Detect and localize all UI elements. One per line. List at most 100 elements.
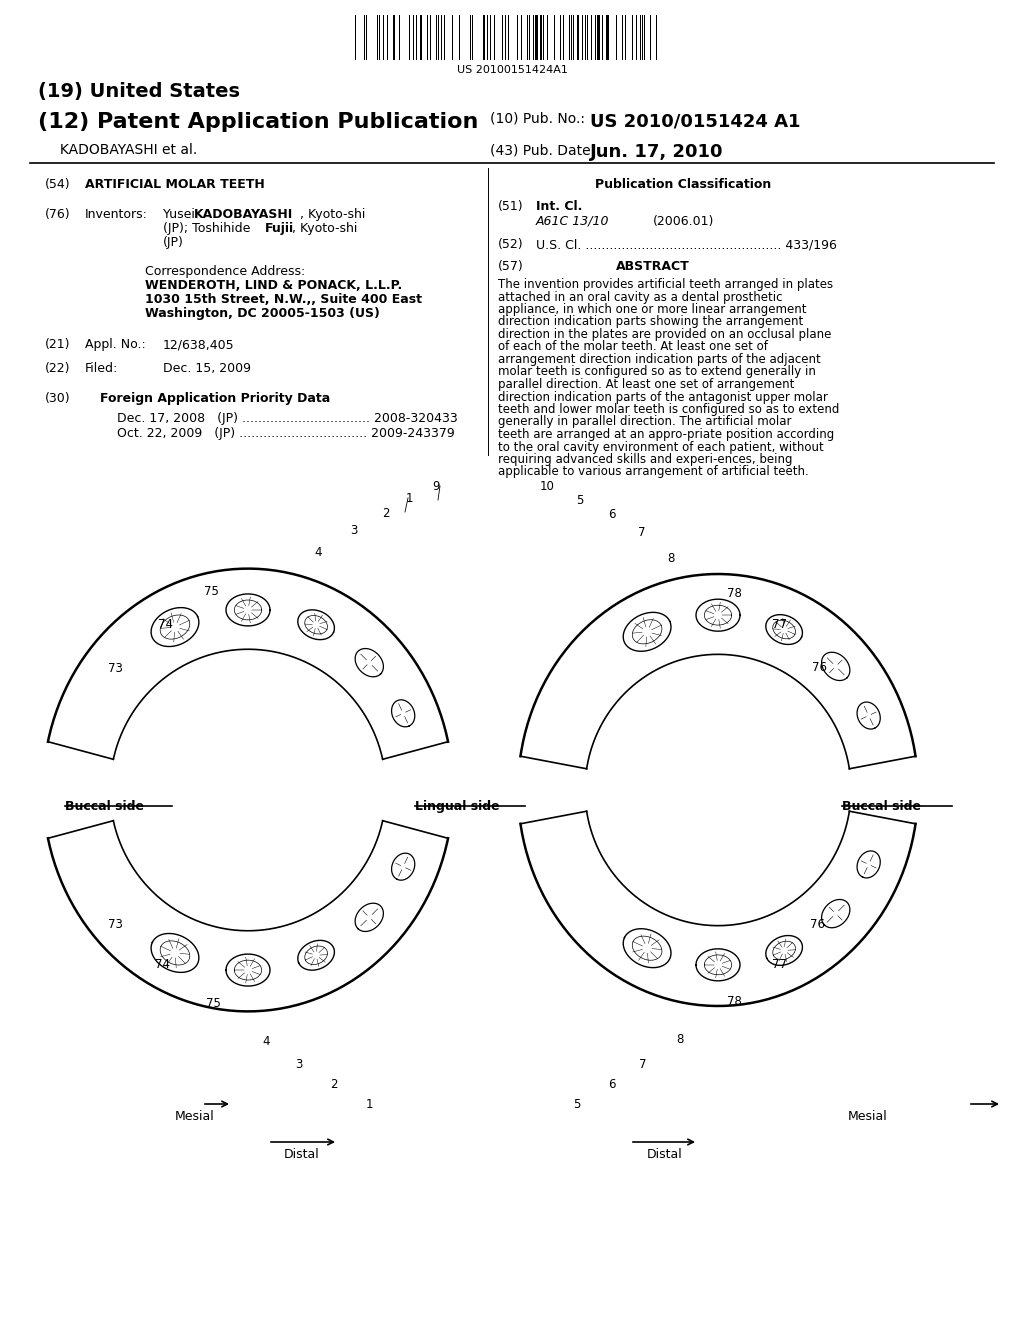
Text: US 20100151424A1: US 20100151424A1 [457,65,567,75]
Text: KADOBAYASHI et al.: KADOBAYASHI et al. [38,143,198,157]
Text: molar teeth is configured so as to extend generally in: molar teeth is configured so as to exten… [498,366,816,379]
Text: A61C 13/10: A61C 13/10 [536,215,609,228]
Text: , Kyoto-shi: , Kyoto-shi [300,209,366,220]
Bar [420,15,422,59]
Text: KADOBAYASHI: KADOBAYASHI [194,209,293,220]
Text: Mesial: Mesial [848,1110,888,1123]
Text: 2: 2 [330,1078,338,1092]
Bar [577,15,579,59]
Text: 5: 5 [573,1098,581,1111]
Text: Int. Cl.: Int. Cl. [536,201,583,213]
Text: (2006.01): (2006.01) [653,215,715,228]
Text: 1: 1 [366,1098,374,1111]
Text: teeth and lower molar teeth is configured so as to extend: teeth and lower molar teeth is configure… [498,403,840,416]
Text: Buccal side: Buccal side [65,800,144,813]
Text: (22): (22) [45,362,71,375]
Text: (54): (54) [45,178,71,191]
Bar [606,15,609,59]
Text: 75: 75 [204,585,219,598]
Text: (10) Pub. No.:: (10) Pub. No.: [490,112,585,125]
Text: direction indication parts of the antagonist upper molar: direction indication parts of the antago… [498,391,827,404]
Text: WENDEROTH, LIND & PONACK, L.L.P.: WENDEROTH, LIND & PONACK, L.L.P. [145,279,402,292]
Text: U.S. Cl. ................................................. 433/196: U.S. Cl. ...............................… [536,238,837,251]
Text: 76: 76 [812,661,827,675]
Text: teeth are arranged at an appro-priate position according: teeth are arranged at an appro-priate po… [498,428,835,441]
Text: Dec. 15, 2009: Dec. 15, 2009 [163,362,251,375]
Text: Inventors:: Inventors: [85,209,147,220]
Text: Lingual side: Lingual side [415,800,500,813]
Text: 12/638,405: 12/638,405 [163,338,234,351]
Text: 4: 4 [262,1035,269,1048]
Text: US 2010/0151424 A1: US 2010/0151424 A1 [590,112,801,129]
Text: Correspondence Address:: Correspondence Address: [145,265,305,279]
Text: (12) Patent Application Publication: (12) Patent Application Publication [38,112,478,132]
Text: 78: 78 [727,587,741,601]
Text: 6: 6 [608,1078,615,1092]
Text: 3: 3 [350,524,357,537]
Bar [393,15,395,59]
Bar [535,15,538,59]
Text: to the oral cavity environment of each patient, without: to the oral cavity environment of each p… [498,441,823,454]
Text: 75: 75 [206,997,221,1010]
Text: generally in parallel direction. The artificial molar: generally in parallel direction. The art… [498,416,792,429]
Text: 9: 9 [432,480,439,492]
Bar [483,15,485,59]
Text: (43) Pub. Date:: (43) Pub. Date: [490,143,595,157]
Text: , Kyoto-shi: , Kyoto-shi [292,222,357,235]
Bar [597,15,600,59]
Text: (21): (21) [45,338,71,351]
Text: ARTIFICIAL MOLAR TEETH: ARTIFICIAL MOLAR TEETH [85,178,265,191]
Text: 1: 1 [406,492,414,506]
Text: 5: 5 [575,494,584,507]
Text: applicable to various arrangement of artificial teeth.: applicable to various arrangement of art… [498,466,809,479]
Text: (19) United States: (19) United States [38,82,240,102]
Text: arrangement direction indication parts of the adjacent: arrangement direction indication parts o… [498,352,821,366]
Text: Buccal side: Buccal side [842,800,921,813]
Text: 8: 8 [667,552,675,565]
Text: Dec. 17, 2008   (JP) ................................ 2008-320433: Dec. 17, 2008 (JP) .....................… [117,412,458,425]
Text: 77: 77 [772,958,787,972]
Text: 77: 77 [772,618,787,631]
Text: 8: 8 [676,1034,683,1045]
Text: ABSTRACT: ABSTRACT [616,260,690,273]
Text: appliance, in which one or more linear arrangement: appliance, in which one or more linear a… [498,304,807,315]
Text: 3: 3 [295,1059,302,1071]
Text: 6: 6 [608,508,615,521]
Text: Appl. No.:: Appl. No.: [85,338,145,351]
Text: Distal: Distal [284,1148,319,1162]
Text: 7: 7 [639,1059,646,1071]
Text: 10: 10 [540,480,555,492]
Text: direction indication parts showing the arrangement: direction indication parts showing the a… [498,315,803,329]
Text: 74: 74 [158,618,173,631]
Text: Mesial: Mesial [175,1110,215,1123]
Text: of each of the molar teeth. At least one set of: of each of the molar teeth. At least one… [498,341,768,354]
Text: (51): (51) [498,201,523,213]
Text: attached in an oral cavity as a dental prosthetic: attached in an oral cavity as a dental p… [498,290,782,304]
Text: direction in the plates are provided on an occlusal plane: direction in the plates are provided on … [498,327,831,341]
Text: 78: 78 [727,995,741,1008]
Text: (30): (30) [45,392,71,405]
Text: 73: 73 [108,663,123,675]
Text: 73: 73 [108,917,123,931]
Text: 7: 7 [638,525,645,539]
Text: Filed:: Filed: [85,362,118,375]
Text: 1030 15th Street, N.W.,, Suite 400 East: 1030 15th Street, N.W.,, Suite 400 East [145,293,422,306]
Text: Yusei: Yusei [163,209,199,220]
Text: requiring advanced skills and experi-ences, being: requiring advanced skills and experi-enc… [498,453,793,466]
Text: Distal: Distal [647,1148,683,1162]
Text: Fujii: Fujii [265,222,294,235]
Text: (JP): (JP) [163,236,184,249]
Text: Publication Classification: Publication Classification [595,178,771,191]
Text: (52): (52) [498,238,523,251]
Text: 4: 4 [314,546,322,558]
Text: Oct. 22, 2009   (JP) ................................ 2009-243379: Oct. 22, 2009 (JP) .....................… [117,426,455,440]
Text: Jun. 17, 2010: Jun. 17, 2010 [590,143,724,161]
Bar [540,15,542,59]
Text: Foreign Application Priority Data: Foreign Application Priority Data [100,392,331,405]
Text: (57): (57) [498,260,523,273]
Text: 76: 76 [810,917,825,931]
Text: (76): (76) [45,209,71,220]
Text: 2: 2 [382,507,389,520]
Text: parallel direction. At least one set of arrangement: parallel direction. At least one set of … [498,378,795,391]
Text: (JP); Toshihide: (JP); Toshihide [163,222,254,235]
